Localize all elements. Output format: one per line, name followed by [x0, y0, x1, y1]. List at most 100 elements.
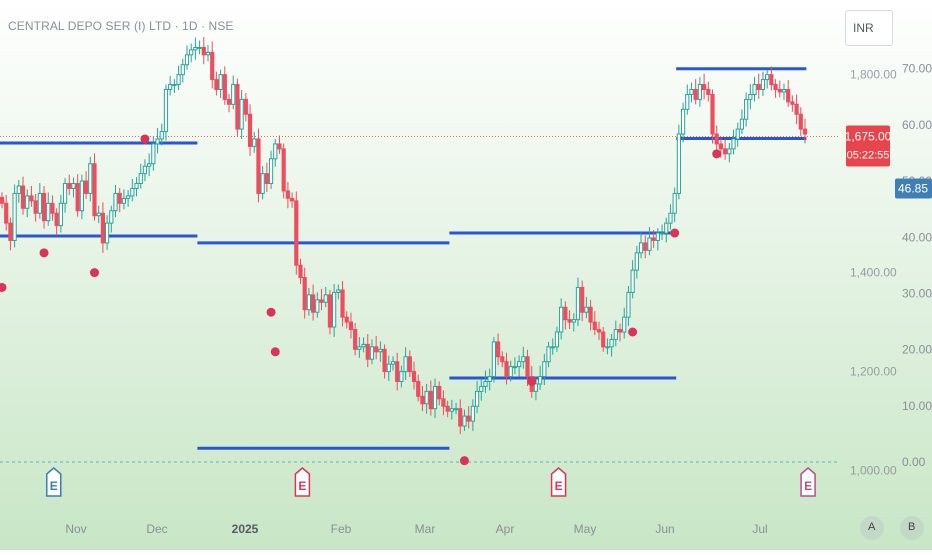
candle-body: [210, 51, 215, 81]
candle-body: [479, 385, 484, 392]
candle-body: [340, 289, 345, 318]
candle: [201, 37, 206, 65]
candle: [727, 142, 732, 163]
candle: [647, 227, 652, 256]
auto-scale-button[interactable]: A: [860, 516, 884, 540]
candle: [559, 298, 564, 340]
candle: [340, 281, 345, 327]
candle-body: [79, 180, 84, 212]
candle-body: [75, 183, 80, 212]
candle: [651, 230, 656, 248]
signal-dot: [270, 347, 280, 357]
candle-body: [361, 343, 366, 348]
candle: [786, 80, 791, 107]
candle-body: [680, 108, 686, 135]
candle: [109, 205, 114, 233]
candle: [8, 217, 13, 251]
candle-body: [731, 138, 736, 150]
candle-body: [311, 294, 316, 313]
signal-dot: [39, 248, 49, 258]
candle-body: [790, 101, 795, 105]
candle-body: [382, 348, 387, 373]
candle-body: [323, 294, 328, 303]
candle-body: [609, 338, 614, 348]
candle: [71, 177, 76, 198]
candle-body: [453, 408, 459, 411]
candle-body: [752, 84, 757, 95]
candle-body: [172, 84, 177, 87]
candle: [46, 192, 51, 226]
candle: [626, 285, 631, 327]
candle-body: [781, 88, 787, 93]
candle: [273, 138, 278, 167]
candle: [706, 81, 711, 102]
candle-body: [428, 390, 433, 410]
candle-body: [117, 192, 122, 204]
candle-body: [596, 329, 602, 333]
candle: [336, 284, 341, 300]
candle: [680, 102, 686, 143]
time-axis[interactable]: Nov Dec 2025 Feb Mar Apr May Jun Jul: [65, 522, 767, 536]
candle-body: [319, 299, 324, 303]
candle: [289, 192, 295, 208]
candle: [134, 177, 139, 197]
candle-body: [294, 200, 299, 266]
candle-body: [538, 376, 543, 385]
time-axis-label: Mar: [415, 522, 436, 536]
candle-body: [798, 113, 803, 130]
candle: [420, 385, 425, 412]
candle-body: [571, 319, 576, 323]
candle: [630, 260, 635, 299]
price-axis-tick: 1,200.00: [850, 365, 897, 379]
earnings-flag-label: E: [50, 479, 58, 493]
candle-body: [29, 195, 34, 202]
candle: [546, 341, 551, 368]
candle-body: [88, 163, 93, 194]
candle: [714, 125, 719, 151]
candle: [710, 89, 715, 144]
candle: [294, 191, 299, 275]
secondary-axis-tick: 70.00: [902, 62, 932, 76]
candle-body: [260, 173, 265, 194]
candle-body: [483, 380, 488, 387]
candle: [399, 365, 404, 388]
candle: [773, 79, 778, 98]
candle-body: [739, 118, 745, 130]
candle: [138, 163, 143, 189]
candle-body: [277, 143, 282, 150]
candle-body: [432, 385, 438, 410]
candle: [67, 174, 72, 195]
candle: [218, 69, 223, 98]
candle: [327, 289, 333, 335]
candle: [113, 185, 118, 218]
log-scale-button[interactable]: B: [900, 516, 924, 540]
candle-body: [109, 210, 114, 224]
candle-body: [130, 187, 135, 197]
candle: [130, 179, 135, 202]
earnings-flag-label: E: [555, 479, 563, 493]
candle: [765, 69, 770, 89]
candle: [466, 406, 471, 429]
candle: [441, 390, 446, 416]
candle-body: [8, 222, 13, 241]
candle-body: [449, 408, 454, 412]
candle-body: [542, 361, 547, 378]
candle: [226, 93, 232, 113]
currency-badge[interactable]: INR: [845, 10, 893, 46]
candle-body: [222, 74, 227, 100]
candle: [622, 307, 627, 339]
candle: [41, 186, 47, 229]
candle-body: [416, 380, 421, 397]
candle-body: [533, 383, 539, 392]
candle-body: [622, 316, 627, 333]
candle-body: [155, 138, 160, 145]
candle-body: [668, 212, 673, 224]
candle: [50, 195, 55, 221]
candle: [798, 107, 803, 137]
candle-body: [470, 405, 475, 422]
candle-body: [710, 93, 715, 135]
candle-body: [54, 212, 59, 227]
